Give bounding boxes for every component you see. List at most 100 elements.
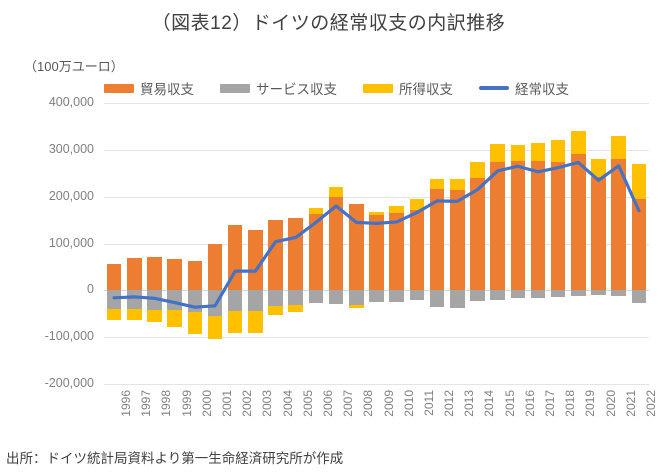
bar-column[interactable] (409, 103, 425, 384)
bar-column[interactable] (167, 103, 182, 384)
bar-segment-service (308, 290, 324, 303)
x-axis-tick-labels: 1996 1997 1998 1999 2000 2001 2002 2003 2004 2005… (104, 388, 657, 444)
bar-column[interactable] (490, 103, 505, 384)
x-axis-tick-label: 2020 (603, 390, 618, 417)
x-axis-tick-label: 2018 (563, 390, 578, 417)
x-axis-tick-label: 2011 (421, 390, 436, 416)
bar-segment-income (167, 310, 182, 327)
bar-column[interactable] (227, 103, 243, 384)
bar-segment-service (631, 290, 647, 303)
bar-column[interactable] (268, 103, 283, 384)
bar-segment-trade (308, 213, 324, 291)
bar-segment-trade (349, 204, 364, 291)
bar-column[interactable] (510, 103, 526, 384)
bar-segment-income (449, 179, 465, 190)
bar-segment-trade (470, 178, 485, 291)
x-axis-tick-label: 2003 (260, 390, 275, 417)
bar-segment-service (268, 290, 283, 306)
bar-column[interactable] (449, 103, 465, 384)
bar-column[interactable] (571, 103, 586, 384)
bar-column[interactable] (349, 103, 364, 384)
bar-column[interactable] (530, 103, 546, 384)
bar-column[interactable] (308, 103, 324, 384)
bar-segment-income (389, 206, 404, 213)
x-axis-tick-label: 2002 (240, 390, 255, 417)
legend-swatch-icon (479, 86, 509, 90)
x-axis-tick-label: 1999 (179, 390, 194, 417)
bar-segment-income (490, 143, 505, 162)
bar-segment-service (227, 290, 243, 312)
bar-segment-income (147, 309, 162, 322)
bar-column[interactable] (611, 103, 626, 384)
bar-segment-income (591, 159, 606, 177)
y-axis-tick-label: 0 (87, 282, 94, 297)
bar-segment-income (510, 145, 526, 162)
bar-segment-income (187, 312, 203, 334)
bar-column[interactable] (288, 103, 304, 384)
bar-segment-trade (187, 261, 203, 291)
bar-segment-trade (106, 263, 122, 291)
bar-column[interactable] (147, 103, 162, 384)
bar-column[interactable] (631, 103, 647, 384)
legend-item-3[interactable]: 所得収支 (363, 78, 453, 98)
bar-segment-trade (127, 258, 142, 291)
legend-label: 貿易収支 (140, 82, 194, 97)
bar-column[interactable] (369, 103, 384, 384)
bar-column[interactable] (550, 103, 566, 384)
bar-segment-service (591, 290, 606, 295)
bar-column[interactable] (389, 103, 404, 384)
x-axis-tick-label: 2013 (462, 390, 477, 417)
bar-segment-income (268, 305, 283, 315)
bar-segment-income (611, 136, 626, 160)
bar-column[interactable] (591, 103, 606, 384)
legend-swatch-icon (104, 83, 134, 93)
bar-segment-income (207, 316, 223, 339)
bar-segment-trade (490, 161, 505, 291)
bar-segment-service (530, 290, 546, 298)
bar-segment-trade (369, 215, 384, 291)
bar-segment-income (409, 199, 425, 211)
legend-item-4[interactable]: 経常収支 (479, 78, 569, 98)
bar-column[interactable] (328, 103, 344, 384)
bar-segment-trade (591, 176, 606, 291)
x-axis-tick-label: 2006 (320, 390, 335, 417)
bar-segment-service (349, 290, 364, 306)
bar-segment-service (449, 290, 465, 308)
x-axis-tick-label: 2001 (220, 390, 235, 417)
bar-segment-service (409, 290, 425, 300)
y-axis-unit-label: （100万ユーロ） (24, 59, 124, 74)
bar-column[interactable] (429, 103, 445, 384)
bar-segment-service (611, 290, 626, 296)
bar-segment-income (470, 161, 485, 179)
bar-segment-income (530, 142, 546, 162)
bar-segment-income (550, 139, 566, 162)
bar-segment-service (328, 290, 344, 305)
x-axis-tick-label: 2012 (442, 390, 457, 417)
bar-segment-service (550, 290, 566, 298)
bar-segment-service (510, 290, 526, 299)
legend-item-2[interactable]: サービス収支 (220, 78, 337, 98)
bar-column[interactable] (470, 103, 485, 384)
bar-segment-trade (571, 153, 586, 291)
bar-segment-trade (530, 161, 546, 291)
gridline (104, 337, 649, 339)
bar-segment-income (106, 308, 122, 320)
bar-segment-service (167, 290, 182, 311)
gridline (104, 384, 649, 385)
chart-legend: 貿易収支 サービス収支 所得収支 経常収支 (104, 78, 650, 98)
x-axis-tick-label: 2007 (341, 390, 356, 417)
bar-column[interactable] (106, 103, 122, 384)
bar-segment-income (328, 186, 344, 198)
bar-column[interactable] (127, 103, 142, 384)
bar-segment-trade (248, 229, 263, 291)
bar-segment-trade (227, 224, 243, 291)
bar-segment-trade (328, 197, 344, 291)
legend-label: 経常収支 (515, 82, 569, 97)
x-axis-tick-label: 2009 (381, 390, 396, 417)
bar-column[interactable] (248, 103, 263, 384)
bar-segment-service (248, 290, 263, 312)
bar-segment-trade (429, 189, 445, 291)
bar-segment-service (389, 290, 404, 303)
x-axis-tick-label: 2014 (482, 390, 497, 417)
legend-item-1[interactable]: 貿易収支 (104, 78, 194, 98)
